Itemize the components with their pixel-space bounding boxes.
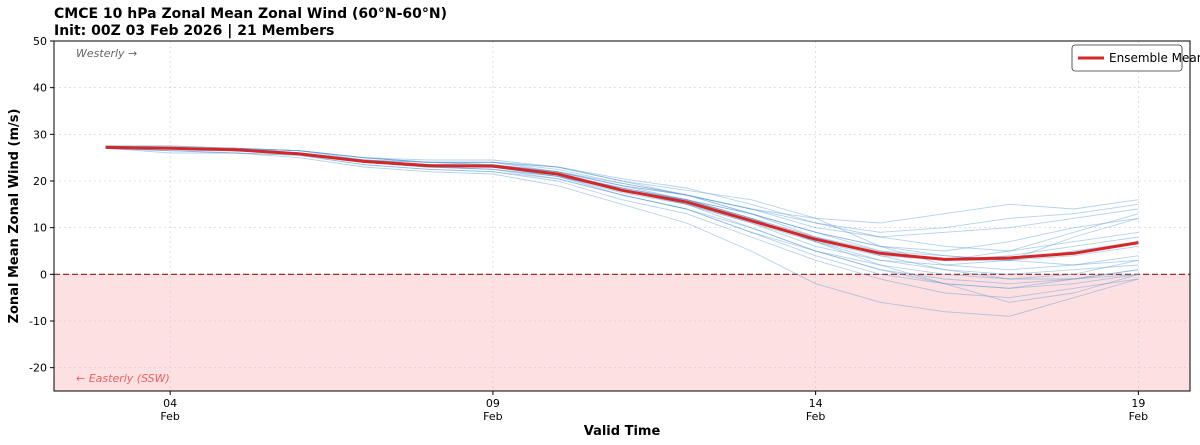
x-tick-label: 04 Feb [160, 397, 180, 423]
y-tick-label: -20 [29, 362, 47, 375]
member-line [105, 145, 1139, 261]
member-line [105, 147, 1139, 266]
member-line [105, 145, 1139, 261]
chart-title: CMCE 10 hPa Zonal Mean Zonal Wind (60°N-… [54, 6, 447, 22]
y-tick-label: 40 [33, 82, 47, 95]
x-axis-label: Valid Time [584, 424, 661, 439]
y-tick-label: 30 [33, 128, 47, 141]
x-tick-label: 14 Feb [805, 397, 826, 423]
member-line [105, 147, 1139, 252]
member-line [105, 145, 1139, 285]
plot-frame [53, 40, 1191, 392]
member-line [105, 145, 1139, 233]
y-axis-label: Zonal Mean Zonal Wind (m/s) [7, 109, 22, 324]
chart-subtitle: Init: 00Z 03 Feb 2026 | 21 Members [54, 23, 334, 39]
x-tick-label: 09 Feb [483, 397, 503, 423]
member-line [105, 147, 1139, 289]
y-tick-label: -10 [29, 315, 47, 328]
y-tick-label: 0 [40, 268, 47, 281]
annotation: Westerly → [76, 47, 137, 60]
member-line [105, 145, 1139, 303]
member-line [105, 145, 1139, 238]
member-line [105, 147, 1139, 299]
legend: Ensemble Mean [1071, 44, 1200, 72]
y-tick-label: 10 [33, 222, 47, 235]
member-line [105, 147, 1139, 266]
y-tick-label: 50 [33, 35, 47, 48]
x-tick-label: 19 Feb [1128, 397, 1149, 423]
member-line [105, 147, 1139, 317]
easterly-region [54, 274, 1190, 391]
member-line [105, 147, 1139, 289]
annotation: ← Easterly (SSW) [76, 372, 170, 385]
member-line [105, 147, 1139, 252]
y-tick-label: 20 [33, 175, 47, 188]
mean-line [105, 145, 1139, 261]
member-line [105, 147, 1139, 271]
legend-label: Ensemble Mean [1109, 51, 1200, 65]
legend-box [1071, 44, 1183, 72]
